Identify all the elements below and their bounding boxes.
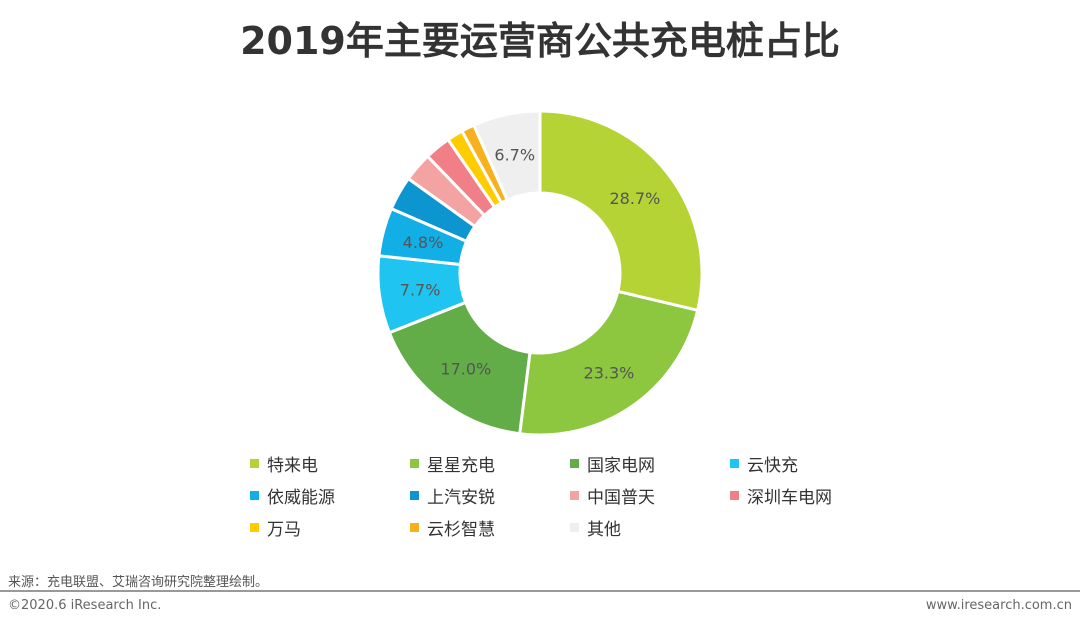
legend-swatch	[250, 490, 259, 500]
legend-swatch	[410, 490, 419, 500]
legend-item: 深圳车电网	[730, 484, 890, 508]
chart-title: 2019年主要运营商公共充电桩占比	[240, 19, 840, 63]
data-label: 7.7%	[400, 280, 441, 299]
legend-item: 星星充电	[410, 452, 570, 476]
legend-item: 特来电	[250, 452, 410, 476]
legend-item: 上汽安锐	[410, 484, 570, 508]
legend-label: 上汽安锐	[427, 487, 495, 508]
legend-swatch	[570, 458, 579, 468]
legend-swatch	[570, 522, 579, 532]
legend-item: 万马	[250, 516, 410, 540]
slice-特来电	[538, 109, 704, 313]
data-label: 4.8%	[403, 233, 444, 252]
legend-item: 云杉智慧	[410, 516, 570, 540]
legend-item: 中国普天	[570, 484, 730, 508]
legend-swatch	[250, 522, 259, 532]
copyright: ©2020.6 iResearch Inc.	[8, 598, 162, 613]
legend-label: 依威能源	[267, 487, 335, 508]
data-label: 17.0%	[440, 360, 491, 379]
legend-label: 云快充	[747, 455, 798, 476]
legend-swatch	[730, 490, 739, 500]
legend-item: 国家电网	[570, 452, 730, 476]
data-label: 28.7%	[609, 189, 660, 208]
legend-label: 万马	[267, 519, 301, 540]
website: www.iresearch.com.cn	[925, 598, 1072, 613]
legend-label: 特来电	[267, 455, 318, 476]
legend-label: 深圳车电网	[747, 487, 832, 508]
legend: 特来电 星星充电 国家电网 云快充依威能源 上汽安锐 中国普天 深圳车电网万马 云杉智慧 其他	[250, 452, 890, 540]
data-label: 6.7%	[494, 146, 535, 165]
legend-item: 云快充	[730, 452, 890, 476]
legend-item: 其他	[570, 516, 730, 540]
data-label: 23.3%	[584, 363, 635, 382]
slice-其他	[471, 109, 542, 202]
legend-swatch	[410, 522, 419, 532]
slice-星星充电	[518, 289, 700, 437]
legend-item: 依威能源	[250, 484, 410, 508]
legend-label: 中国普天	[587, 487, 655, 508]
legend-swatch	[250, 458, 259, 468]
source-note: 来源：充电联盟、艾瑞咨询研究院整理绘制。	[8, 575, 269, 590]
legend-label: 星星充电	[427, 455, 495, 476]
legend-label: 国家电网	[587, 455, 655, 476]
legend-swatch	[730, 458, 739, 468]
slice-国家电网	[387, 300, 532, 436]
legend-label: 其他	[587, 519, 621, 540]
legend-swatch	[570, 490, 579, 500]
donut-chart: 28.7% 23.3% 17.0% 7.7% 4.8% 6.7%	[376, 109, 704, 437]
legend-label: 云杉智慧	[427, 519, 495, 540]
legend-swatch	[410, 458, 419, 468]
divider	[0, 590, 1080, 592]
